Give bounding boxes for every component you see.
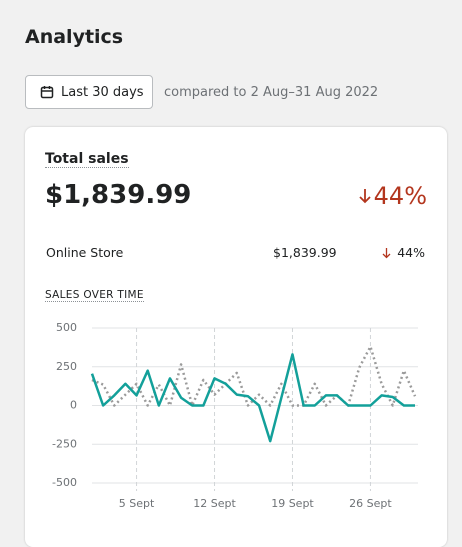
x-tick-label: 26 Sept	[349, 497, 392, 510]
row-change-text: 44%	[397, 245, 425, 260]
x-tick-label: 12 Sept	[193, 497, 236, 510]
row-label: Online Store	[46, 245, 124, 260]
page-title: Analytics	[25, 26, 124, 48]
row-change: 44%	[382, 245, 425, 260]
y-tick-label: 250	[56, 360, 77, 373]
comparison-text: compared to 2 Aug–31 Aug 2022	[164, 85, 379, 100]
calendar-icon	[40, 86, 54, 99]
series-line	[90, 353, 415, 443]
x-tick-label: 5 Sept	[119, 497, 155, 510]
change-text: 44%	[373, 182, 427, 210]
y-tick-label: -250	[52, 437, 77, 450]
x-tick-label: 19 Sept	[271, 497, 314, 510]
chart: 500 250 0 -250 -500 5 Sept 12 Sept 19 Sept 26 Se…	[52, 321, 418, 510]
y-tick-label: -500	[52, 476, 77, 489]
down-arrow	[359, 189, 371, 204]
date-button[interactable]: Last 30 days	[25, 75, 153, 109]
down-arrow	[382, 247, 391, 258]
y-tick-label: 0	[70, 399, 77, 412]
card-title[interactable]: Total sales	[45, 151, 129, 168]
page: Analytics Last 30 days compared to 2 Aug…	[25, 26, 447, 547]
card	[25, 127, 447, 547]
series-line	[91, 345, 417, 407]
total-value: $1,839.99	[45, 180, 192, 210]
total-change: 44%	[358, 182, 427, 210]
row-value: $1,839.99	[273, 245, 337, 260]
chart-title: SALES OVER TIME	[45, 289, 144, 302]
button-label: Last 30 days	[61, 84, 144, 100]
y-tick-label: 500	[56, 321, 77, 334]
